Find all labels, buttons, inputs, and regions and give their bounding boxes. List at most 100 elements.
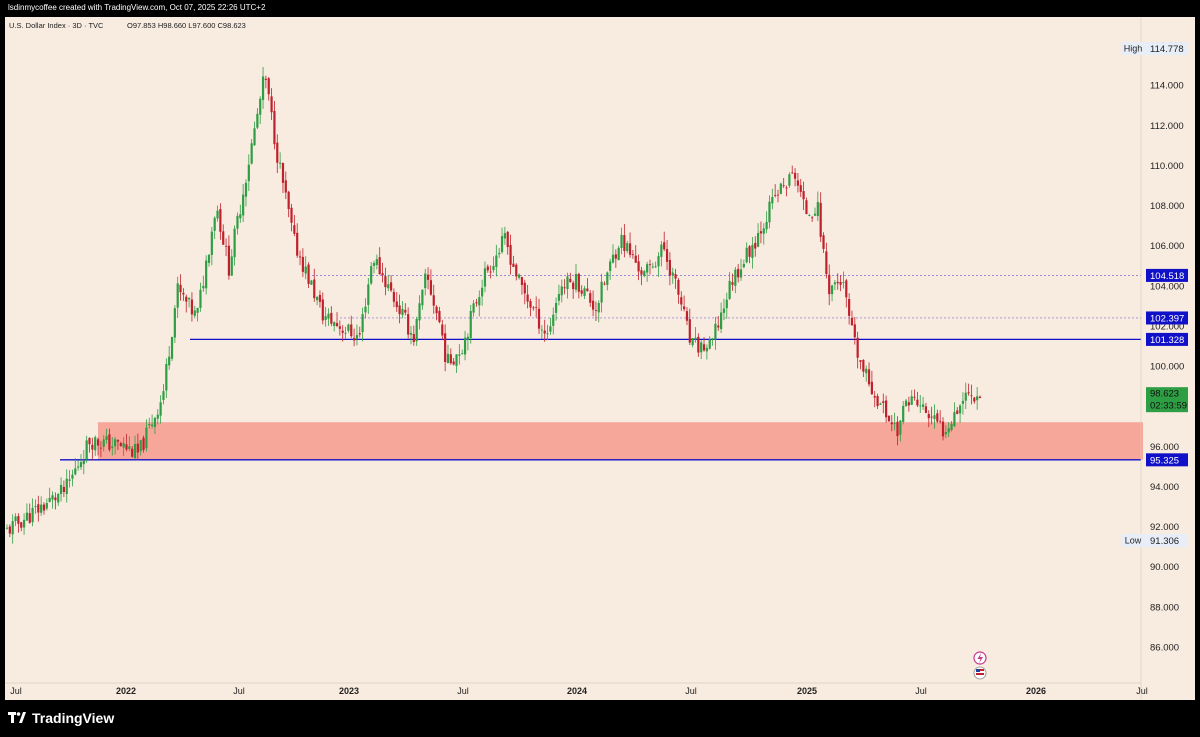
candle-body [179, 284, 182, 293]
candle-body [481, 287, 484, 297]
candle-body [310, 280, 313, 285]
candle-body [495, 255, 498, 267]
candlestick-chart[interactable]: U.S. Dollar Index · 3D · TVC O97.853 H98… [5, 17, 1195, 700]
candle-body [242, 194, 245, 216]
candle-body [745, 247, 748, 263]
candle-body [301, 256, 304, 272]
candle-body [754, 242, 757, 249]
y-tick-label: 100.000 [1150, 362, 1184, 373]
candle-body [907, 402, 910, 406]
candle-body [392, 291, 396, 302]
chart-area[interactable]: U.S. Dollar Index · 3D · TVC O97.853 H98… [5, 17, 1195, 700]
candle-body [384, 276, 387, 288]
candle-body [597, 303, 600, 313]
candle-body [720, 312, 723, 330]
candle-body [896, 421, 899, 437]
candle-body [503, 233, 506, 239]
candle-body [250, 143, 253, 164]
candle-body [284, 180, 287, 193]
level-tag-bg [1146, 453, 1188, 467]
candle-body [415, 319, 418, 342]
time-axis[interactable]: Jul 2022 Jul 2023 Jul 2024 Jul 2025 Jul 2026 Jul [5, 17, 1148, 700]
candle-body [825, 251, 828, 274]
candle-body [105, 436, 108, 441]
candle-body [99, 447, 102, 449]
candle-body [805, 200, 808, 215]
candle-body [660, 244, 663, 257]
candle-body [557, 294, 561, 301]
candle-body [131, 448, 134, 457]
candle-body [381, 273, 384, 276]
candle-body [646, 264, 649, 273]
candle-body [793, 172, 797, 179]
candle-body [190, 299, 194, 315]
candle-body [867, 369, 871, 385]
candle-body [28, 513, 31, 523]
candle-body [54, 497, 57, 501]
candle-body [364, 306, 367, 313]
candle-body [316, 296, 319, 301]
candle-body [307, 264, 310, 284]
candle-body [350, 324, 353, 337]
candle-body [830, 285, 834, 295]
candle-body [708, 339, 711, 349]
candle-body [933, 415, 936, 419]
y-tick-label: 106.000 [1150, 241, 1184, 252]
event-icons[interactable] [973, 651, 987, 680]
candle-body [150, 424, 154, 427]
candle-body [458, 354, 461, 356]
candle-body [424, 273, 427, 289]
y-tick-label: 96.000 [1150, 442, 1179, 453]
candle-body [631, 254, 635, 256]
candle-body [418, 303, 421, 321]
candle-body [5, 527, 9, 529]
candle-body [125, 444, 128, 450]
candle-body [657, 256, 660, 267]
level-tag-label: 101.328 [1150, 335, 1184, 346]
flag-stripe-icon [976, 673, 984, 675]
candle-body [438, 310, 441, 323]
low-label-bg [1121, 533, 1145, 547]
candle-body [20, 522, 23, 528]
candle-body [193, 310, 196, 316]
candle-body [116, 440, 120, 442]
candle-body [185, 296, 188, 302]
level-tag-bg [1146, 311, 1188, 325]
candle-body [102, 439, 105, 447]
candle-body [233, 228, 236, 258]
candle-body [506, 231, 509, 248]
candle-body [623, 235, 626, 251]
y-tick-label: 94.000 [1150, 482, 1179, 493]
tradingview-logo[interactable]: TradingView [8, 710, 114, 726]
candle-body [148, 424, 151, 426]
candle-body [85, 440, 88, 459]
candle-body [774, 195, 777, 196]
candle-body [828, 274, 831, 295]
candle-body [813, 213, 817, 216]
candle-body [168, 356, 171, 366]
candle-body [219, 209, 222, 232]
candle-body [890, 422, 893, 425]
candle-body [14, 516, 17, 522]
candle-body [970, 395, 973, 397]
candle-body [865, 368, 868, 374]
candle-body [469, 311, 472, 338]
candle-body [887, 415, 891, 422]
candle-body [643, 271, 646, 277]
candle-body [270, 96, 273, 113]
candle-body [606, 272, 609, 285]
x-tick-label: Jul [10, 686, 22, 696]
candle-body [756, 233, 760, 247]
candle-body [199, 289, 202, 308]
x-tick-label: Jul [457, 686, 469, 696]
price-axis[interactable]: 86.00088.00090.00092.00094.00096.00098.0… [1146, 41, 1188, 654]
candle-body [722, 308, 726, 313]
candle-body [674, 274, 677, 279]
high-marker: High 114.778 [1121, 42, 1188, 55]
candle-body [352, 338, 356, 341]
candle-body [236, 215, 239, 229]
candle-body [57, 493, 60, 503]
ohlc-readout: O97.853 H98.660 L97.600 C98.623 [127, 21, 246, 30]
candle-body [435, 306, 438, 314]
candle-body [640, 270, 643, 275]
